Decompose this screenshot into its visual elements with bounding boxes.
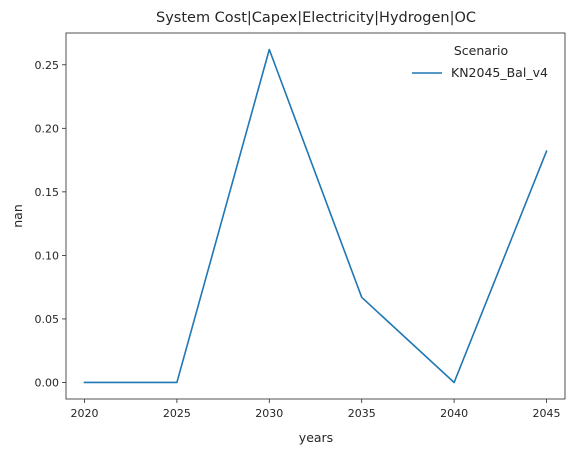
- y-tick-label: 0.00: [35, 376, 60, 389]
- y-tick-label: 0.05: [35, 313, 60, 326]
- y-tick-label: 0.15: [35, 186, 60, 199]
- x-tick-label: 2025: [163, 407, 191, 420]
- y-tick-label: 0.10: [35, 249, 60, 262]
- series-layer: [83, 48, 548, 384]
- legend-entry-label: KN2045_Bal_v4: [451, 65, 548, 80]
- x-axis-label: years: [299, 430, 333, 445]
- x-tick-label: 2045: [533, 407, 561, 420]
- legend-title: Scenario: [454, 43, 508, 58]
- y-axis-label: nan: [10, 204, 25, 228]
- x-tick-label: 2035: [348, 407, 376, 420]
- x-tick-label: 2040: [440, 407, 468, 420]
- y-tick-label: 0.20: [35, 122, 60, 135]
- x-axis-ticks: 2020 2025 2030 2035 2040 2045: [70, 399, 561, 420]
- x-tick-label: 2020: [70, 407, 98, 420]
- plot-frame: [65, 32, 566, 400]
- x-tick-label: 2030: [255, 407, 283, 420]
- legend: Scenario KN2045_Bal_v4: [412, 43, 548, 80]
- chart-title: System Cost|Capex|Electricity|Hydrogen|O…: [156, 10, 476, 26]
- series-line-0: [83, 48, 548, 384]
- y-axis-ticks: 0.00 0.05 0.10 0.15 0.20 0.25: [35, 59, 66, 389]
- y-tick-label: 0.25: [35, 59, 60, 72]
